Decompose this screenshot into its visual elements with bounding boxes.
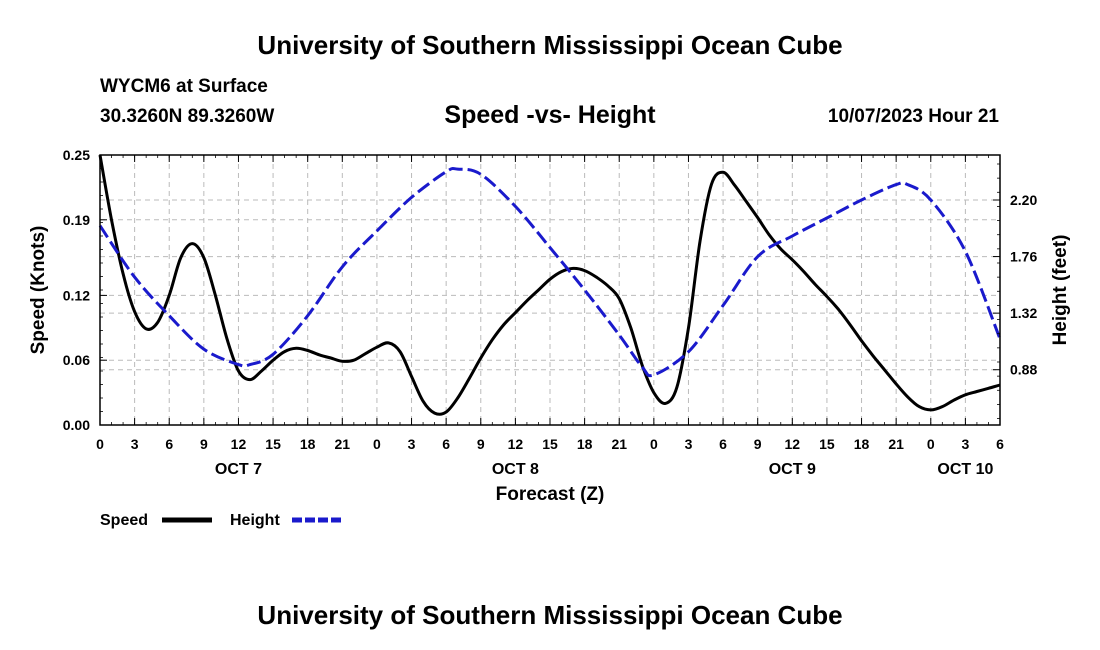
x-tick-label: 15 (542, 436, 558, 452)
day-label: OCT 8 (492, 461, 539, 478)
y2-tick-label: 2.20 (1010, 192, 1037, 208)
page-title-top: University of Southern Mississippi Ocean… (257, 30, 843, 60)
legend-speed-label: Speed (100, 512, 148, 529)
page-title-bottom: University of Southern Mississippi Ocean… (257, 600, 843, 630)
y-tick-label: 0.25 (63, 147, 90, 163)
x-tick-label: 0 (373, 436, 381, 452)
x-tick-label: 18 (854, 436, 870, 452)
x-tick-label: 0 (96, 436, 104, 452)
y-tick-label: 0.12 (63, 287, 90, 303)
day-label: OCT 9 (769, 461, 816, 478)
chart-legend: Speed Height (100, 512, 342, 529)
x-tick-label: 18 (577, 436, 593, 452)
x-tick-label: 12 (785, 436, 801, 452)
x-tick-label: 12 (231, 436, 247, 452)
series-line-speed (98, 154, 1001, 416)
forecast-datetime: 10/07/2023 Hour 21 (827, 106, 999, 127)
day-label: OCT 10 (937, 461, 993, 478)
x-tick-label: 3 (131, 436, 139, 452)
y2-tick-label: 1.32 (1010, 305, 1037, 321)
chart-title: Speed -vs- Height (444, 101, 656, 129)
y2-axis-label: Height (feet) (1050, 235, 1071, 346)
x-tick-label: 12 (508, 436, 524, 452)
x-tick-label: 6 (719, 436, 727, 452)
x-tick-label: 6 (442, 436, 450, 452)
y-tick-label: 0.00 (63, 417, 90, 433)
y-axis-label: Speed (Knots) (28, 226, 49, 355)
x-tick-label: 6 (996, 436, 1004, 452)
chart-axes: 0 3 6 9 12 15 18 21 0 3 6 9 12 15 18 21 0 3 6 9 12 15 18 21 0 3 6 0… (63, 147, 1038, 478)
x-tick-label: 0 (927, 436, 935, 452)
x-tick-label: 21 (888, 436, 904, 452)
x-tick-label: 9 (754, 436, 762, 452)
x-tick-label: 3 (685, 436, 693, 452)
y-tick-label: 0.06 (63, 352, 90, 368)
x-tick-label: 18 (300, 436, 316, 452)
station-label: WYCM6 at Surface (100, 76, 268, 97)
x-tick-label: 15 (265, 436, 281, 452)
x-tick-label: 9 (477, 436, 485, 452)
day-label: OCT 7 (215, 461, 262, 478)
x-tick-label: 0 (650, 436, 658, 452)
x-axis-label: Forecast (Z) (496, 484, 605, 505)
station-coordinates: 30.3260N 89.3260W (100, 106, 275, 127)
x-tick-label: 15 (819, 436, 835, 452)
x-tick-label: 3 (408, 436, 416, 452)
x-tick-label: 21 (335, 436, 351, 452)
legend-height-label: Height (230, 512, 280, 529)
x-tick-label: 21 (611, 436, 627, 452)
series-line-height (98, 166, 1002, 378)
y2-tick-label: 0.88 (1010, 362, 1037, 378)
y2-tick-label: 1.76 (1010, 249, 1037, 265)
chart-series (98, 154, 1002, 416)
y-tick-label: 0.19 (63, 212, 90, 228)
x-tick-label: 6 (165, 436, 173, 452)
x-tick-label: 9 (200, 436, 208, 452)
x-tick-label: 3 (961, 436, 969, 452)
chart-grid (100, 155, 1000, 425)
